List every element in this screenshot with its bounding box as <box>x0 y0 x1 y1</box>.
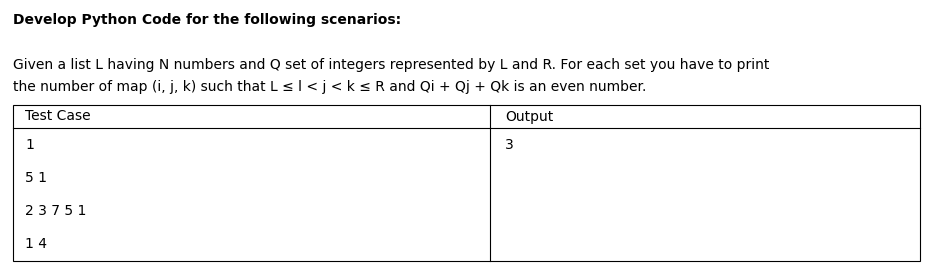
Text: 1: 1 <box>25 138 34 152</box>
Text: Develop Python Code for the following scenarios:: Develop Python Code for the following sc… <box>13 13 401 27</box>
Text: Test Case: Test Case <box>25 109 91 124</box>
Text: 2 3 7 5 1: 2 3 7 5 1 <box>25 204 87 218</box>
Text: the number of map (i, j, k) such that L ≤ l < j < k ≤ R and Qi + Qj + Qk is an e: the number of map (i, j, k) such that L … <box>13 80 647 94</box>
Bar <box>13 105 920 261</box>
Text: 5 1: 5 1 <box>25 171 47 185</box>
Text: Given a list L having N numbers and Q set of integers represented by L and R. Fo: Given a list L having N numbers and Q se… <box>13 58 770 72</box>
Text: 3: 3 <box>505 138 514 152</box>
Text: 1 4: 1 4 <box>25 237 47 251</box>
Text: Output: Output <box>505 109 553 124</box>
